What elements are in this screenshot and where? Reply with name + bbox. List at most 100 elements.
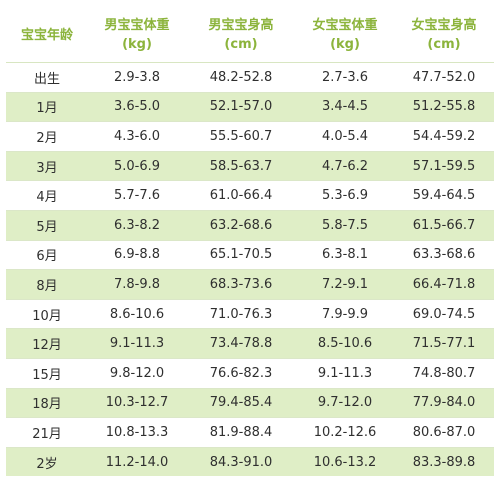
table-row: 出生 2.9-3.8 48.2-52.8 2.7-3.6 47.7-52.0 bbox=[6, 62, 494, 93]
header-boy-height-unit: (cm) bbox=[224, 37, 258, 52]
age-cell: 18月 bbox=[6, 387, 88, 418]
table-row: 15月 9.8-12.0 76.6-82.3 9.1-11.3 74.8-80.7 bbox=[6, 357, 494, 389]
girl-height-cell: 66.4-71.8 bbox=[394, 269, 494, 300]
boy-height-cell: 65.1-70.5 bbox=[186, 239, 296, 270]
header-boy-weight-unit: (kg) bbox=[122, 37, 152, 52]
boy-height-cell: 71.0-76.3 bbox=[186, 298, 296, 329]
header-girl-weight-label: 女宝宝体重 bbox=[312, 18, 378, 33]
girl-height-cell: 63.3-68.6 bbox=[394, 239, 494, 270]
girl-height-cell: 51.2-55.8 bbox=[394, 91, 494, 122]
girl-height-cell: 69.0-74.5 bbox=[394, 298, 494, 329]
boy-height-cell: 73.4-78.8 bbox=[186, 328, 296, 359]
girl-weight-cell: 10.6-13.2 bbox=[296, 446, 394, 477]
table-row: 3月 5.0-6.9 58.5-63.7 4.7-6.2 57.1-59.5 bbox=[6, 150, 494, 181]
table-row: 8月 7.8-9.8 68.3-73.6 7.2-9.1 66.4-71.8 bbox=[6, 269, 494, 300]
girl-weight-cell: 8.5-10.6 bbox=[296, 328, 394, 359]
table-body: 出生 2.9-3.8 48.2-52.8 2.7-3.6 47.7-52.0 1月 3.6-… bbox=[6, 62, 494, 477]
boy-height-cell: 79.4-85.4 bbox=[186, 387, 296, 418]
girl-height-cell: 47.7-52.0 bbox=[394, 62, 494, 93]
header-boy-height-label: 男宝宝身高 bbox=[208, 18, 274, 33]
age-cell: 2岁 bbox=[6, 446, 88, 477]
header-boy-weight: 男宝宝体重 (kg) bbox=[88, 8, 186, 63]
age-cell: 21月 bbox=[6, 417, 88, 448]
girl-weight-cell: 5.8-7.5 bbox=[296, 209, 394, 241]
boy-weight-cell: 6.3-8.2 bbox=[88, 209, 186, 241]
table-row: 1月 3.6-5.0 52.1-57.0 3.4-4.5 51.2-55.8 bbox=[6, 91, 494, 122]
girl-height-cell: 57.1-59.5 bbox=[394, 150, 494, 181]
boy-weight-cell: 5.7-7.6 bbox=[88, 180, 186, 211]
girl-height-cell: 74.8-80.7 bbox=[394, 357, 494, 389]
girl-height-cell: 61.5-66.7 bbox=[394, 209, 494, 241]
header-girl-weight-unit: (kg) bbox=[330, 37, 360, 52]
boy-height-cell: 76.6-82.3 bbox=[186, 357, 296, 389]
boy-height-cell: 55.5-60.7 bbox=[186, 121, 296, 152]
age-cell: 1月 bbox=[6, 91, 88, 122]
boy-weight-cell: 10.8-13.3 bbox=[88, 417, 186, 448]
header-girl-height-unit: (cm) bbox=[427, 37, 461, 52]
boy-height-cell: 68.3-73.6 bbox=[186, 269, 296, 300]
boy-height-cell: 63.2-68.6 bbox=[186, 209, 296, 241]
age-cell: 6月 bbox=[6, 239, 88, 270]
header-girl-height-label: 女宝宝身高 bbox=[411, 18, 477, 33]
header-age-label: 宝宝年龄 bbox=[20, 27, 73, 43]
header-row: 宝宝年龄 男宝宝体重 (kg) 男宝宝身高 (cm) 女宝宝体重 (kg) 女宝… bbox=[6, 8, 494, 63]
age-cell: 10月 bbox=[6, 298, 88, 329]
age-cell: 出生 bbox=[6, 62, 88, 93]
age-cell: 5月 bbox=[6, 209, 88, 241]
age-cell: 4月 bbox=[6, 180, 88, 211]
boy-height-cell: 81.9-88.4 bbox=[186, 417, 296, 448]
age-cell: 3月 bbox=[6, 150, 88, 181]
girl-weight-cell: 9.7-12.0 bbox=[296, 387, 394, 418]
table-row: 2岁 11.2-14.0 84.3-91.0 10.6-13.2 83.3-89.8 bbox=[6, 446, 494, 477]
boy-weight-cell: 11.2-14.0 bbox=[88, 446, 186, 477]
girl-height-cell: 80.6-87.0 bbox=[394, 417, 494, 448]
boy-weight-cell: 3.6-5.0 bbox=[88, 91, 186, 122]
table-row: 2月 4.3-6.0 55.5-60.7 4.0-5.4 54.4-59.2 bbox=[6, 121, 494, 152]
boy-weight-cell: 2.9-3.8 bbox=[88, 62, 186, 93]
header-boy-weight-label: 男宝宝体重 bbox=[104, 18, 170, 33]
table-row: 6月 6.9-8.8 65.1-70.5 6.3-8.1 63.3-68.6 bbox=[6, 239, 494, 270]
girl-weight-cell: 7.2-9.1 bbox=[296, 269, 394, 300]
boy-height-cell: 58.5-63.7 bbox=[186, 150, 296, 181]
table-row: 5月 6.3-8.2 63.2-68.6 5.8-7.5 61.5-66.7 bbox=[6, 209, 494, 241]
boy-weight-cell: 7.8-9.8 bbox=[88, 269, 186, 300]
boy-weight-cell: 6.9-8.8 bbox=[88, 239, 186, 270]
table-row: 4月 5.7-7.6 61.0-66.4 5.3-6.9 59.4-64.5 bbox=[6, 180, 494, 211]
girl-weight-cell: 2.7-3.6 bbox=[296, 62, 394, 93]
age-cell: 2月 bbox=[6, 121, 88, 152]
girl-weight-cell: 6.3-8.1 bbox=[296, 239, 394, 270]
girl-height-cell: 54.4-59.2 bbox=[394, 121, 494, 152]
table-header: 宝宝年龄 男宝宝体重 (kg) 男宝宝身高 (cm) 女宝宝体重 (kg) 女宝… bbox=[6, 8, 494, 63]
age-cell: 8月 bbox=[6, 269, 88, 300]
header-girl-height: 女宝宝身高 (cm) bbox=[394, 8, 494, 63]
girl-weight-cell: 4.0-5.4 bbox=[296, 121, 394, 152]
boy-height-cell: 84.3-91.0 bbox=[186, 446, 296, 477]
header-age: 宝宝年龄 bbox=[6, 8, 88, 63]
girl-height-cell: 83.3-89.8 bbox=[394, 446, 494, 477]
header-girl-weight: 女宝宝体重 (kg) bbox=[296, 8, 394, 63]
boy-height-cell: 48.2-52.8 bbox=[186, 62, 296, 93]
boy-weight-cell: 10.3-12.7 bbox=[88, 387, 186, 418]
boy-weight-cell: 8.6-10.6 bbox=[88, 298, 186, 329]
girl-weight-cell: 10.2-12.6 bbox=[296, 417, 394, 448]
girl-weight-cell: 3.4-4.5 bbox=[296, 91, 394, 122]
girl-weight-cell: 9.1-11.3 bbox=[296, 357, 394, 389]
header-boy-height: 男宝宝身高 (cm) bbox=[186, 8, 296, 63]
boy-weight-cell: 9.8-12.0 bbox=[88, 357, 186, 389]
table-row: 18月 10.3-12.7 79.4-85.4 9.7-12.0 77.9-84.0 bbox=[6, 387, 494, 418]
boy-weight-cell: 4.3-6.0 bbox=[88, 121, 186, 152]
boy-weight-cell: 5.0-6.9 bbox=[88, 150, 186, 181]
girl-weight-cell: 5.3-6.9 bbox=[296, 180, 394, 211]
boy-height-cell: 61.0-66.4 bbox=[186, 180, 296, 211]
girl-weight-cell: 4.7-6.2 bbox=[296, 150, 394, 181]
table-row: 12月 9.1-11.3 73.4-78.8 8.5-10.6 71.5-77.1 bbox=[6, 328, 494, 359]
table-row: 21月 10.8-13.3 81.9-88.4 10.2-12.6 80.6-87.0 bbox=[6, 417, 494, 448]
girl-height-cell: 77.9-84.0 bbox=[394, 387, 494, 418]
girl-height-cell: 59.4-64.5 bbox=[394, 180, 494, 211]
baby-growth-table: 宝宝年龄 男宝宝体重 (kg) 男宝宝身高 (cm) 女宝宝体重 (kg) 女宝… bbox=[6, 8, 494, 477]
girl-height-cell: 71.5-77.1 bbox=[394, 328, 494, 359]
boy-weight-cell: 9.1-11.3 bbox=[88, 328, 186, 359]
age-cell: 12月 bbox=[6, 328, 88, 359]
girl-weight-cell: 7.9-9.9 bbox=[296, 298, 394, 329]
